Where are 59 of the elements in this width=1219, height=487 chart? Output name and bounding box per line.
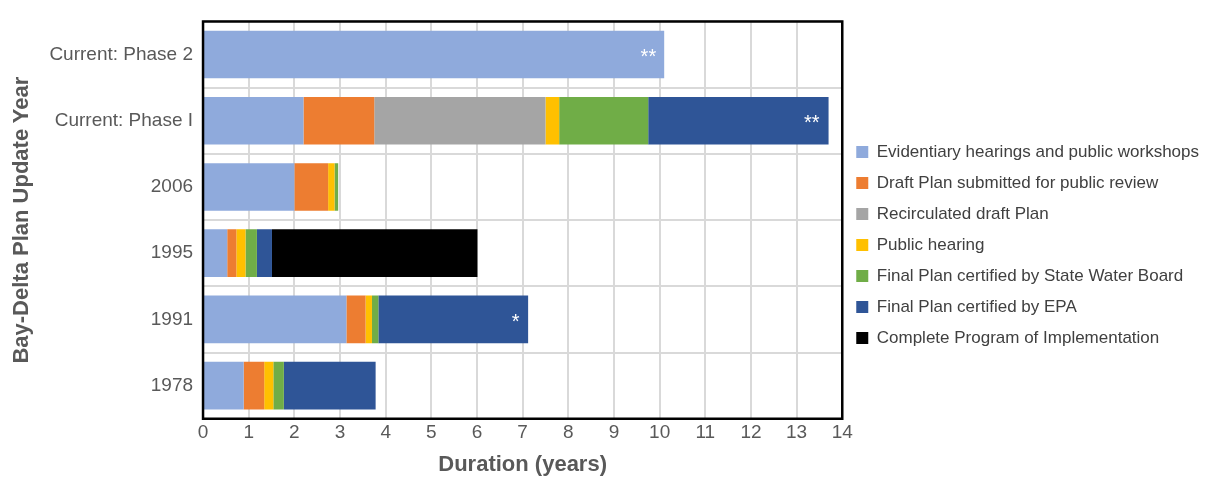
x-tick-label: 11 (695, 421, 716, 443)
bar (648, 96, 829, 145)
x-tick-label: 1 (243, 421, 254, 443)
bar (245, 229, 257, 278)
x-tick-label: 3 (334, 421, 346, 443)
x-tick-label: 10 (649, 421, 671, 443)
y-axis-title: Bay-Delta Plan Update Year (8, 76, 34, 364)
legend-label: Complete Program of Implementation (876, 327, 1160, 347)
x-tick-label: 12 (740, 421, 762, 443)
legend-label: Public hearing (876, 234, 985, 254)
y-tick-label: Current: Phase I (54, 108, 194, 130)
bar (273, 361, 284, 410)
x-tick-label: 14 (831, 421, 854, 443)
bar (559, 96, 649, 145)
x-tick-label: 8 (563, 421, 574, 443)
bar (264, 361, 274, 410)
annotation: * (511, 309, 520, 332)
y-tick-label: 1978 (150, 373, 194, 395)
legend-label: Final Plan certified by State Water Board (876, 265, 1184, 285)
bar (303, 96, 375, 145)
y-tick-label: Current: Phase 2 (49, 42, 194, 64)
bar (227, 229, 237, 278)
bar (378, 295, 529, 344)
x-tick-label: 4 (380, 421, 392, 443)
bar (204, 361, 244, 410)
bar (294, 163, 329, 211)
x-tick-label: 5 (426, 421, 437, 443)
y-tick-label: 2006 (150, 175, 194, 197)
legend-label: Draft Plan submitted for public review (876, 172, 1160, 192)
bar (204, 229, 228, 278)
y-tick-label: 1991 (150, 307, 194, 329)
x-tick-label: 9 (608, 421, 620, 443)
bar (283, 361, 376, 410)
x-tick-label: 2 (289, 421, 300, 443)
bar (271, 229, 478, 278)
annotation: ** (640, 45, 657, 68)
legend-label: Final Plan certified by EPA (876, 296, 1078, 316)
bar (371, 295, 379, 344)
bar (256, 229, 272, 278)
x-tick-label: 7 (517, 421, 528, 443)
bar (204, 30, 665, 79)
y-tick-label: 1995 (150, 241, 194, 263)
legend-label: Evidentiary hearings and public workshops (876, 141, 1200, 161)
bar (236, 229, 246, 278)
bar (204, 163, 295, 211)
x-tick-label: 0 (197, 421, 209, 443)
annotation: ** (804, 111, 820, 134)
bar (545, 96, 560, 145)
bar (346, 295, 366, 344)
bar (374, 96, 546, 145)
x-axis-title: Duration (years) (438, 450, 608, 476)
bar (204, 295, 347, 344)
x-tick-label: 13 (786, 421, 808, 443)
x-tick-label: 6 (471, 421, 483, 443)
legend-label: Recirculated draft Plan (876, 203, 1049, 223)
bar (243, 361, 265, 410)
bar (365, 295, 372, 344)
bar (204, 96, 304, 145)
bar (328, 163, 335, 211)
